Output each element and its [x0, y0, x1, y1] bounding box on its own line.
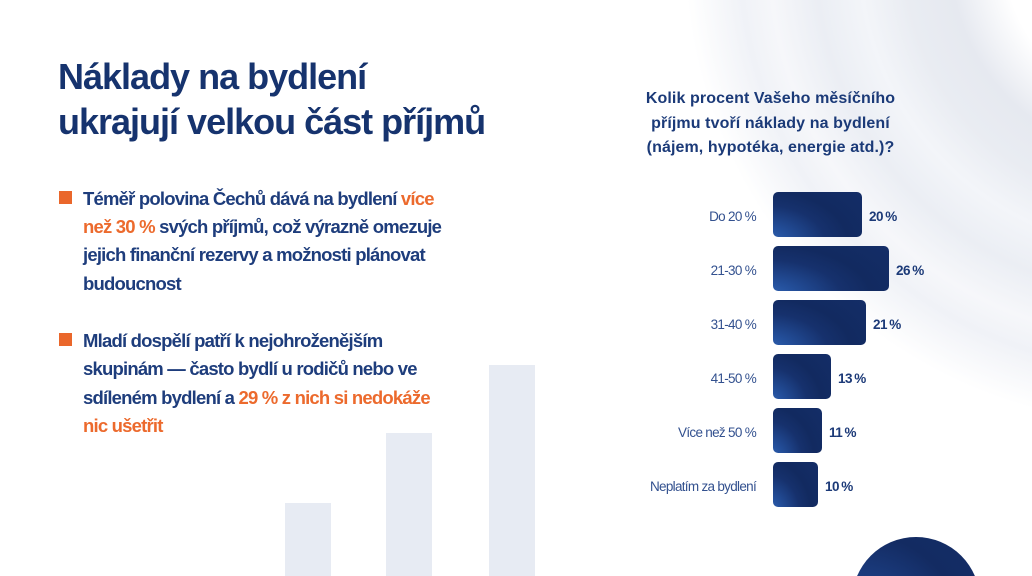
chart-bar	[773, 462, 818, 507]
decorative-bar	[386, 433, 432, 576]
chart-row: 41-50 % 13 %	[711, 354, 866, 399]
slide-title-line2: ukrajují velkou část příjmů	[58, 100, 486, 142]
slide-title: Náklady na bydlení ukrajují velkou část …	[58, 54, 486, 144]
decorative-bar	[285, 503, 331, 576]
chart-value-label: 10 %	[825, 479, 853, 494]
chart-bar	[773, 408, 822, 453]
bullet-line: sdíleném bydlení a 29 % z nich si nedoká…	[83, 386, 431, 408]
chart-category-label: Do 20 %	[709, 209, 757, 224]
chart-title-line2: příjmu tvoří náklady na bydlení	[651, 114, 890, 132]
slide-title-line1: Náklady na bydlení	[58, 55, 367, 97]
decorative-bar	[489, 365, 535, 576]
chart-row: Neplatím za bydlení 10 %	[650, 462, 853, 507]
chart-bar	[773, 246, 889, 291]
chart-value-label: 13 %	[838, 371, 866, 386]
chart-row: 21-30 % 26 %	[711, 246, 924, 291]
chart-category-label: 41-50 %	[710, 371, 757, 386]
chart-row: Více než 50 % 11 %	[678, 408, 857, 453]
chart-category-label: Více než 50 %	[678, 425, 757, 440]
bullet-line: než 30 % svých příjmů, což výrazně omezu…	[83, 216, 442, 237]
chart-bar	[773, 300, 866, 345]
bullet-line: jejich finanční rezervy a možnosti pláno…	[83, 244, 426, 266]
bullet-line: nic ušetřit	[83, 415, 163, 437]
bullet-line: skupinám — často bydlí u rodičů nebo ve	[83, 358, 418, 380]
chart-value-label: 11 %	[829, 425, 857, 440]
bullet-line: Téměř polovina Čechů dává na bydlení víc…	[83, 187, 434, 209]
chart-bar	[773, 354, 831, 399]
chart-value-label: 26 %	[896, 263, 924, 278]
bullet-square-icon	[59, 190, 72, 204]
chart-title-line3: (nájem, hypotéka, energie atd.)?	[646, 139, 895, 157]
chart-category-label: 31-40 %	[710, 317, 757, 332]
chart-row: Do 20 % 20 %	[709, 192, 897, 237]
corner-blob-decoration	[852, 537, 980, 576]
chart-bar	[773, 192, 862, 237]
bullet-line: budoucnost	[83, 272, 182, 294]
bullet-square-icon	[59, 332, 72, 346]
chart-title: Kolik procent Vašeho měsíčního příjmu tv…	[620, 87, 921, 161]
chart-value-label: 21 %	[873, 317, 901, 332]
chart-category-label: 21-30 %	[710, 263, 757, 278]
bullet-line: Mladí dospělí patří k nejohroženějším	[83, 329, 383, 351]
chart-value-label: 20 %	[869, 209, 897, 224]
chart-row: 31-40 % 21 %	[711, 300, 901, 345]
bullet-text-1: Téměř polovina Čechů dává na bydlení víc…	[83, 185, 442, 299]
chart-category-label: Neplatím za bydlení	[649, 479, 757, 494]
bullet-text-2: Mladí dospělí patří k nejohroženějším sku…	[83, 327, 431, 441]
chart-title-line1: Kolik procent Vašeho měsíčního	[645, 90, 896, 108]
